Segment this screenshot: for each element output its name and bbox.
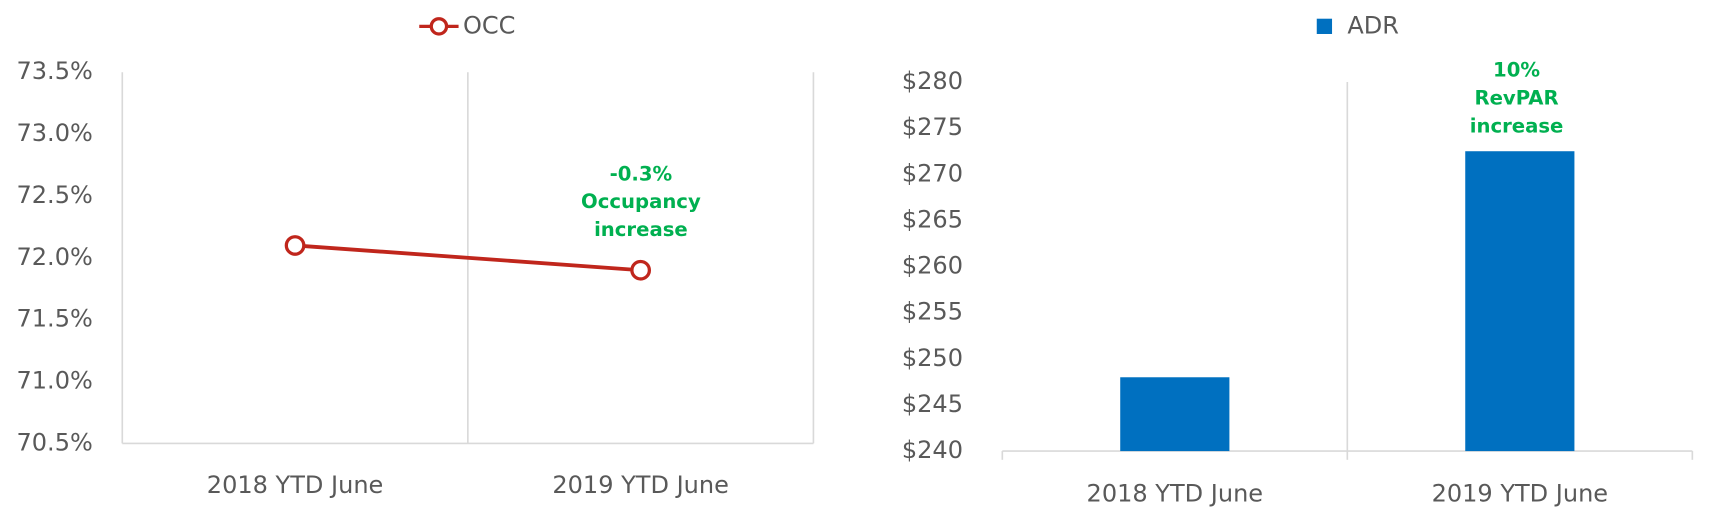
y-tick-label: 70.5% bbox=[17, 428, 93, 456]
annotation: 10% bbox=[1493, 59, 1540, 82]
annotation: -0.3% bbox=[610, 162, 673, 185]
x-tick-label: 2019 YTD June bbox=[552, 471, 729, 499]
y-tick-label: $250 bbox=[902, 344, 963, 372]
y-tick-label: $245 bbox=[902, 390, 963, 418]
y-tick-label: $270 bbox=[902, 159, 963, 187]
annotation: Occupancy bbox=[581, 190, 701, 213]
y-tick-label: 71.0% bbox=[17, 367, 93, 395]
bar bbox=[1465, 151, 1575, 452]
legend-label: OCC bbox=[463, 11, 515, 39]
x-tick-label: 2019 YTD June bbox=[1432, 480, 1609, 508]
y-tick-label: 73.5% bbox=[17, 57, 93, 85]
data-point bbox=[284, 235, 306, 256]
y-tick-label: $255 bbox=[902, 298, 963, 326]
y-tick-label: $275 bbox=[902, 113, 963, 141]
annotation: RevPAR bbox=[1474, 86, 1558, 109]
y-tick-label: 72.5% bbox=[17, 181, 93, 209]
y-tick-label: 71.5% bbox=[17, 305, 93, 333]
data-line bbox=[294, 243, 641, 273]
annotation: increase bbox=[1470, 114, 1564, 137]
y-tick-label: $240 bbox=[902, 436, 963, 464]
legend-marker bbox=[429, 17, 449, 36]
y-tick-label: $265 bbox=[902, 205, 963, 233]
legend-swatch bbox=[1316, 18, 1333, 34]
bar bbox=[1120, 377, 1230, 452]
data-point bbox=[630, 259, 652, 281]
y-tick-label: 72.0% bbox=[17, 243, 93, 271]
y-tick-label: $260 bbox=[902, 252, 963, 280]
x-tick-label: 2018 YTD June bbox=[207, 471, 384, 499]
legend-label: ADR bbox=[1347, 11, 1399, 39]
x-tick-label: 2018 YTD June bbox=[1087, 480, 1264, 508]
y-tick-label: 73.0% bbox=[17, 119, 93, 147]
annotation: increase bbox=[594, 218, 688, 241]
y-tick-label: $280 bbox=[902, 67, 963, 95]
